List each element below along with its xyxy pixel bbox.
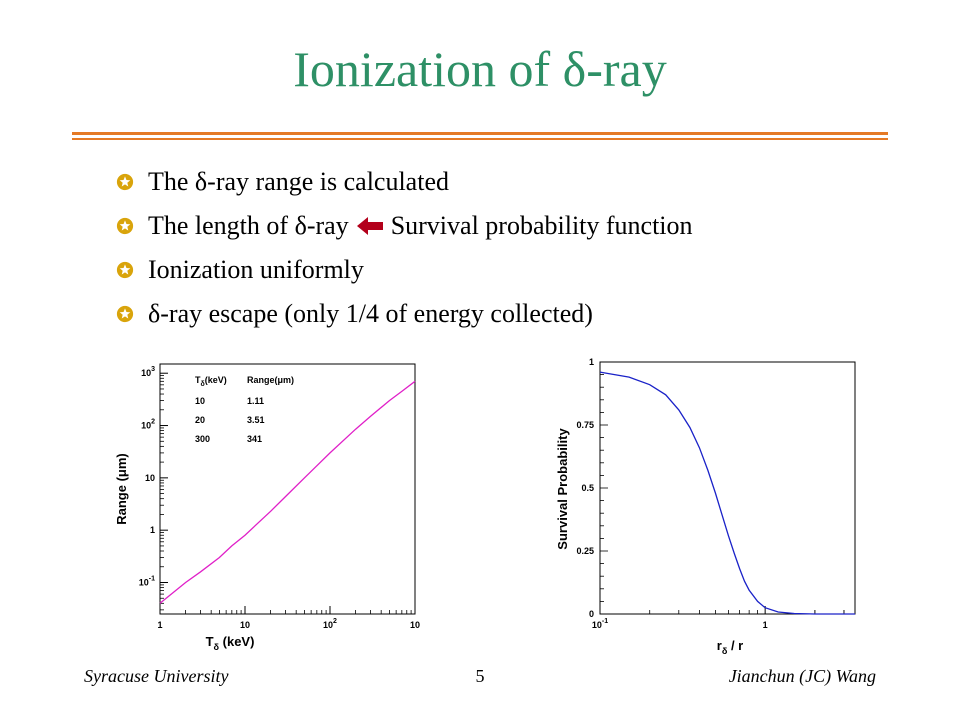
y-tick-label: 10-1 bbox=[139, 575, 155, 587]
y-tick-label: 103 bbox=[141, 366, 155, 378]
range-curve bbox=[159, 380, 416, 604]
table-cell: 3.51 bbox=[247, 415, 265, 425]
y-axis-label: Survival Probability bbox=[555, 428, 570, 550]
footer-institution: Syracuse University bbox=[84, 666, 229, 686]
bullet-text: The length of δ-ray bbox=[148, 211, 349, 240]
range-vs-energy-plot: 1 10 102 10 10-1 1 10 102 103 Tδ (keV) Range (μm) T… bbox=[110, 352, 440, 662]
x-tick-label: 1 bbox=[157, 620, 162, 630]
bullet-item: The length of δ-ray Survival probability… bbox=[116, 204, 693, 248]
bullet-text: δ-ray escape (only 1/4 of energy collect… bbox=[148, 299, 593, 328]
circled-star-bullet-icon bbox=[116, 261, 134, 279]
y-tick-label: 1 bbox=[589, 357, 594, 367]
circled-star-bullet-icon bbox=[116, 173, 134, 191]
survival-plot-svg: 10-1 1 0 0.25 0.5 0.75 1 rδ / r Survival Probabi… bbox=[555, 357, 856, 656]
bullet-text: The δ-ray range is calculated bbox=[148, 167, 449, 196]
y-tick-label: 0.25 bbox=[576, 546, 594, 556]
page-number: 5 bbox=[475, 666, 485, 686]
x-tick-label: 10-1 bbox=[592, 618, 608, 630]
left-arrow-icon bbox=[356, 217, 383, 235]
bullet-text: Survival probability function bbox=[390, 211, 693, 240]
table-cell: 341 bbox=[247, 434, 262, 444]
x-tick-label: 10 bbox=[410, 620, 420, 630]
bullet-item: δ-ray escape (only 1/4 of energy collect… bbox=[116, 292, 693, 336]
survival-curve bbox=[599, 371, 855, 615]
y-tick-label: 0.5 bbox=[581, 483, 594, 493]
title-divider-thick bbox=[72, 132, 888, 135]
y-tick-label: 0 bbox=[589, 609, 594, 619]
y-tick-label: 0.75 bbox=[576, 420, 594, 430]
table-header: Range(μm) bbox=[247, 375, 294, 385]
circled-star-bullet-icon bbox=[116, 305, 134, 323]
survival-probability-plot: 10-1 1 0 0.25 0.5 0.75 1 rδ / r Survival Probabi… bbox=[545, 352, 870, 662]
plot-frame bbox=[159, 363, 416, 615]
y-tick-label: 10 bbox=[145, 473, 155, 483]
range-plot-svg: 1 10 102 10 10-1 1 10 102 103 Tδ (keV) Range (μm) T… bbox=[114, 363, 420, 652]
bullet-list: The δ-ray range is calculated The length… bbox=[116, 160, 693, 336]
y-tick-label: 102 bbox=[141, 419, 155, 431]
circled-star-bullet-icon bbox=[116, 217, 134, 235]
x-axis-label: rδ / r bbox=[717, 638, 743, 656]
y-axis-label: Range (μm) bbox=[114, 453, 129, 525]
bullet-item: The δ-ray range is calculated bbox=[116, 160, 693, 204]
plot-frame bbox=[599, 361, 856, 615]
bullet-item: Ionization uniformly bbox=[116, 248, 693, 292]
footer-author: Jianchun (JC) Wang bbox=[728, 666, 876, 686]
x-tick-label: 1 bbox=[763, 620, 768, 630]
y-tick-label: 1 bbox=[150, 525, 155, 535]
table-cell: 300 bbox=[195, 434, 210, 444]
x-axis-label: Tδ (keV) bbox=[206, 634, 255, 652]
bullet-text: Ionization uniformly bbox=[148, 255, 364, 284]
slide-title: Ionization of δ-ray bbox=[293, 41, 667, 97]
table-cell: 20 bbox=[195, 415, 205, 425]
title-divider-thin bbox=[72, 138, 888, 140]
x-tick-label: 10 bbox=[240, 620, 250, 630]
x-tick-label: 102 bbox=[323, 618, 337, 630]
table-cell: 1.11 bbox=[247, 396, 264, 406]
table-cell: 10 bbox=[195, 396, 205, 406]
table-header: Tδ(keV) bbox=[195, 375, 227, 388]
